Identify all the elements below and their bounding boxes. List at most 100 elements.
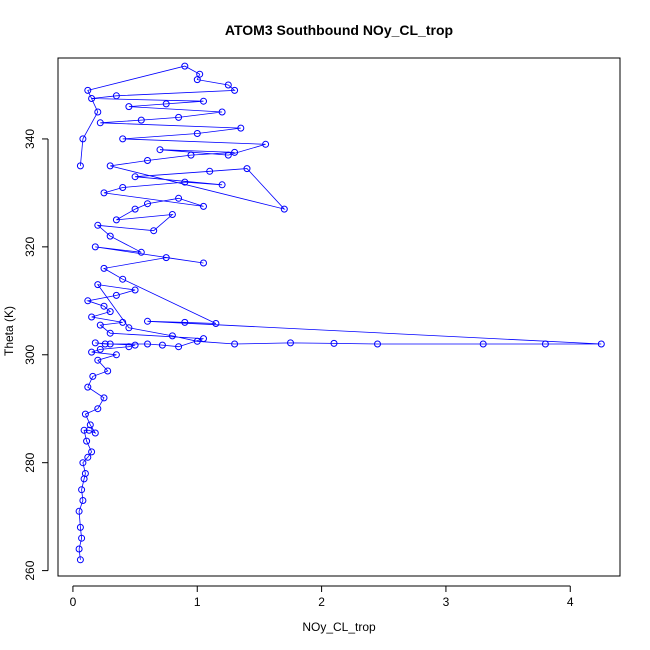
data-point [106, 329, 114, 337]
x-tick-label: 3 [443, 595, 450, 609]
data-point [100, 302, 108, 310]
y-axis-label: Theta (K) [2, 306, 16, 356]
data-point [193, 337, 201, 345]
data-point [131, 173, 139, 181]
data-point [96, 119, 104, 127]
data-point [84, 86, 92, 94]
data-point [150, 227, 158, 235]
data-point [119, 135, 127, 143]
data-point [91, 243, 99, 251]
data-point [231, 86, 239, 94]
data-point [231, 148, 239, 156]
data-point [181, 62, 189, 70]
plot-frame [57, 57, 621, 577]
data-point [112, 351, 120, 359]
data-point [137, 116, 145, 124]
data-point [112, 216, 120, 224]
data-point [106, 232, 114, 240]
data-point [231, 340, 239, 348]
data-point [119, 275, 127, 283]
data-point [79, 459, 87, 467]
x-tick-label: 1 [194, 595, 201, 609]
data-point [81, 410, 89, 418]
data-point [112, 92, 120, 100]
x-tick-label: 0 [70, 595, 77, 609]
data-point [330, 339, 338, 347]
data-point [89, 372, 97, 380]
data-point [175, 194, 183, 202]
data-point [131, 205, 139, 213]
y-tick-label: 320 [23, 237, 37, 257]
data-point [125, 103, 133, 111]
data-point [76, 162, 84, 170]
data-point [175, 343, 183, 351]
data-point [144, 317, 151, 325]
data-point [237, 124, 245, 132]
data-point [119, 184, 127, 191]
data-point [91, 429, 99, 437]
data-point [80, 426, 88, 434]
data-point [224, 81, 232, 89]
data-point [94, 356, 102, 364]
data-point [79, 135, 87, 143]
data-point [81, 470, 89, 477]
data-point [280, 205, 288, 213]
data-point [101, 340, 109, 348]
data-point [106, 308, 114, 316]
y-tick-label: 340 [23, 129, 37, 149]
data-point [218, 108, 226, 116]
data-point [88, 448, 96, 456]
data-point [94, 221, 102, 229]
data-point [181, 178, 189, 186]
data-point [100, 189, 108, 197]
data-point [168, 211, 176, 218]
y-tick-label: 260 [23, 560, 37, 580]
data-point [175, 113, 183, 121]
data-point [287, 339, 294, 347]
data-point [187, 151, 195, 159]
data-point [78, 534, 86, 542]
data-point [131, 341, 139, 349]
data-point [144, 340, 151, 348]
data-point [156, 146, 164, 154]
data-point [125, 324, 133, 332]
data-point [76, 556, 84, 564]
data-point [96, 321, 104, 329]
data-point [541, 340, 549, 348]
data-point [86, 421, 94, 429]
data-point [84, 453, 92, 461]
series-layer [75, 62, 605, 564]
data-point [88, 313, 96, 321]
data-point [168, 332, 176, 340]
data-point [144, 200, 151, 208]
data-point [224, 151, 232, 159]
data-point [84, 297, 92, 305]
data-point [243, 165, 251, 173]
data-point [94, 405, 102, 413]
y-tick-label: 280 [23, 452, 37, 472]
data-point [479, 340, 487, 348]
x-tick-label: 4 [567, 595, 574, 609]
data-point [106, 340, 114, 348]
series-line [78, 65, 602, 560]
data-point [162, 254, 170, 262]
data-point [137, 248, 145, 256]
data-point [88, 348, 96, 356]
data-point [200, 259, 207, 267]
data-point [79, 497, 87, 504]
data-point [131, 286, 139, 294]
axes-layer: 0 1 2 3 4 260 280 300 320 340 [23, 129, 574, 609]
data-point [119, 318, 127, 326]
data-point [162, 100, 170, 108]
chart-title: ATOM3 Southbound NOy_CL_trop [225, 22, 453, 38]
data-point [106, 162, 114, 170]
data-point [83, 437, 91, 445]
data-point [200, 97, 207, 105]
data-point [200, 202, 207, 210]
data-point [104, 367, 112, 375]
data-point [84, 383, 92, 391]
x-axis-label: NOy_CL_trop [302, 620, 376, 634]
